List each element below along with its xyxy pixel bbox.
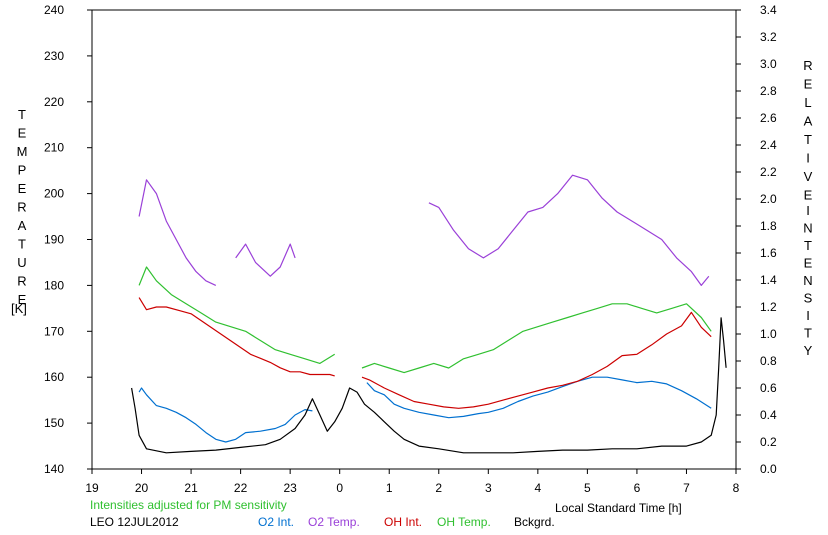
- x-tick-label: 6: [634, 481, 641, 495]
- legend-entry: O2 Temp.: [308, 515, 360, 529]
- x-tick-label: 1: [386, 481, 393, 495]
- y-right-tick-label: 0.4: [760, 408, 777, 422]
- y-left-tick-label: 190: [44, 233, 64, 247]
- y-right-tick-label: 2.2: [760, 165, 777, 179]
- y-left-tick-label: 220: [44, 95, 64, 109]
- y-left-label-letter: A: [18, 218, 27, 233]
- series-line-oh-temp: [361, 303, 712, 374]
- y-left-unit: [K]: [11, 301, 27, 316]
- y-right-tick-label: 3.0: [760, 57, 777, 71]
- x-tick-label: 5: [584, 481, 591, 495]
- legend-entry: OH Temp.: [437, 515, 491, 529]
- series-line-o2-int: [366, 376, 712, 419]
- x-axis-label: Local Standard Time [h]: [555, 501, 682, 515]
- y-right-tick-label: 0.0: [760, 462, 777, 476]
- y-right-label-letter: R: [803, 58, 812, 73]
- y-right-tick-label: 3.4: [760, 3, 777, 17]
- y-right-label-letter: I: [806, 151, 810, 166]
- y-right-label-letter: T: [804, 238, 812, 253]
- y-right-label-letter: I: [806, 308, 810, 323]
- y-right-label-letter: E: [804, 77, 813, 92]
- x-tick-label: 23: [283, 481, 297, 495]
- y-left-label-letter: R: [17, 274, 26, 289]
- plot-frame: [91, 9, 737, 470]
- legend-entry: O2 Int.: [258, 515, 294, 529]
- y-right-tick-label: 2.6: [760, 111, 777, 125]
- y-right-tick-label: 1.2: [760, 300, 777, 314]
- x-tick-label: 21: [184, 481, 198, 495]
- x-tick-label: 20: [135, 481, 149, 495]
- x-tick-label: 2: [435, 481, 442, 495]
- y-right-label-letter: Y: [804, 343, 813, 358]
- y-right-tick-label: 2.8: [760, 84, 777, 98]
- y-left-label-letter: U: [17, 255, 26, 270]
- y-right-tick-label: 0.6: [760, 381, 777, 395]
- annotation-text: Intensities adjusted for PM sensitivity: [90, 498, 287, 512]
- series-line-oh-int: [361, 311, 712, 409]
- y-right-tick-label: 1.8: [760, 219, 777, 233]
- site-date-label: LEO 12JUL2012: [90, 515, 179, 529]
- legend-entry: Bckgrd.: [514, 515, 555, 529]
- series-line-oh-temp: [138, 266, 336, 364]
- legend-entry: OH Int.: [384, 515, 422, 529]
- series-line-o2-int: [138, 387, 313, 443]
- y-right-label-letter: E: [804, 256, 813, 271]
- y-right-label-letter: E: [804, 188, 813, 203]
- y-right-tick-label: 1.0: [760, 327, 777, 341]
- y-left-label-letter: E: [18, 292, 27, 307]
- x-tick-label: 19: [85, 481, 99, 495]
- x-tick-label: 7: [683, 481, 690, 495]
- y-left-label-letter: R: [17, 200, 26, 215]
- y-left-tick-label: 140: [44, 462, 64, 476]
- y-left-label-letter: E: [18, 126, 27, 141]
- y-left-label-letter: T: [18, 237, 26, 252]
- y-right-label-letter: A: [804, 114, 813, 129]
- y-right-label-letter: N: [803, 273, 812, 288]
- series-line-o2-temp: [235, 243, 296, 277]
- x-tick-label: 0: [336, 481, 343, 495]
- series-line-o2-temp: [138, 179, 217, 286]
- series-line-oh-int: [138, 297, 335, 377]
- y-right-label-letter: I: [806, 203, 810, 218]
- y-left-label-letter: P: [18, 163, 27, 178]
- y-right-tick-label: 2.4: [760, 138, 777, 152]
- x-tick-label: 22: [234, 481, 248, 495]
- y-left-tick-label: 150: [44, 416, 64, 430]
- x-tick-label: 3: [485, 481, 492, 495]
- y-left-tick-label: 230: [44, 49, 64, 63]
- y-left-label-letter: M: [17, 144, 28, 159]
- y-right-tick-label: 1.4: [760, 273, 777, 287]
- y-left-tick-label: 160: [44, 370, 64, 384]
- y-right-tick-label: 0.8: [760, 354, 777, 368]
- x-tick-label: 4: [535, 481, 542, 495]
- series-line-o2-temp: [428, 174, 710, 286]
- y-right-label-letter: L: [804, 95, 811, 110]
- y-left-label-letter: T: [18, 107, 26, 122]
- y-right-tick-label: 1.6: [760, 246, 777, 260]
- x-tick-label: 8: [733, 481, 740, 495]
- y-left-label-letter: E: [18, 181, 27, 196]
- y-left-tick-label: 180: [44, 278, 64, 292]
- y-right-label-letter: N: [803, 221, 812, 236]
- y-left-tick-label: 210: [44, 141, 64, 155]
- y-left-tick-label: 240: [44, 3, 64, 17]
- y-right-tick-label: 0.2: [760, 435, 777, 449]
- y-right-label-letter: T: [804, 326, 812, 341]
- y-left-tick-label: 200: [44, 187, 64, 201]
- y-right-tick-label: 3.2: [760, 30, 777, 44]
- y-right-tick-label: 2.0: [760, 192, 777, 206]
- y-left-tick-label: 170: [44, 324, 64, 338]
- y-right-label-letter: T: [804, 132, 812, 147]
- series-line-bckgrd: [131, 317, 727, 454]
- y-right-label-letter: S: [804, 291, 813, 306]
- y-right-label-letter: V: [804, 169, 813, 184]
